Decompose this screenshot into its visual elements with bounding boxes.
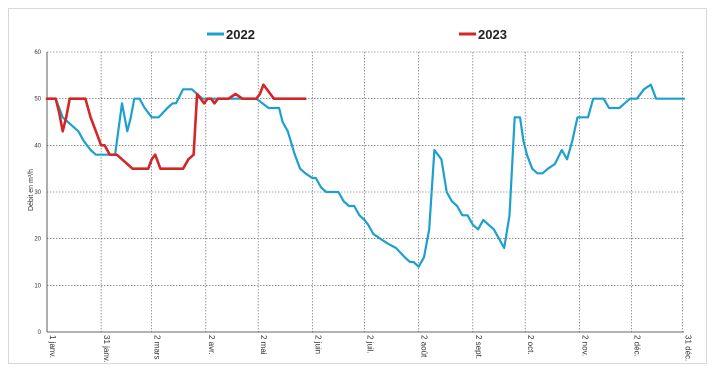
y-axis-ticks: 0 10 20 30 40 50 60 bbox=[34, 50, 41, 336]
x-tick-label: 2 juil. bbox=[366, 335, 375, 354]
y-axis-label: Débit en m³/h bbox=[28, 169, 35, 211]
x-tick-label: 2 août bbox=[420, 335, 429, 358]
y-tick-label: 20 bbox=[34, 237, 41, 243]
y-tick-label: 50 bbox=[34, 97, 41, 103]
series-line-2022 bbox=[45, 83, 686, 268]
legend-label-2023: 2023 bbox=[478, 27, 507, 42]
x-tick-label: 2 avr. bbox=[207, 335, 216, 355]
x-tick-label: 1 janv. bbox=[48, 335, 57, 358]
y-tick-label: 0 bbox=[38, 330, 42, 336]
x-tick-label: 2 oct. bbox=[526, 335, 535, 355]
series-lines bbox=[45, 83, 686, 268]
legend-label-2022: 2022 bbox=[226, 27, 255, 42]
y-tick-label: 30 bbox=[34, 190, 41, 196]
x-tick-label: 31 déc. bbox=[683, 335, 692, 361]
x-axis-ticks: 1 janv. 31 janv. 2 mars 2 avr. 2 mai 2 juin 2 … bbox=[48, 335, 692, 362]
y-tick-label: 40 bbox=[34, 143, 41, 149]
x-tick-label: 2 mai bbox=[259, 335, 268, 355]
grid-lines bbox=[47, 51, 684, 332]
y-tick-label: 10 bbox=[34, 283, 41, 289]
series-line-2023 bbox=[45, 83, 307, 170]
x-tick-label: 2 juin bbox=[313, 335, 322, 354]
x-tick-label: 2 déc. bbox=[633, 335, 642, 357]
chart-frame bbox=[8, 8, 707, 364]
x-tick-label: 31 janv. bbox=[102, 335, 111, 362]
x-tick-label: 2 mars bbox=[153, 335, 162, 359]
x-tick-label: 2 nov. bbox=[580, 335, 589, 356]
legend: 2022 2023 bbox=[207, 27, 507, 42]
y-tick-label: 60 bbox=[34, 50, 41, 56]
x-tick-label: 2 sept. bbox=[474, 335, 483, 359]
